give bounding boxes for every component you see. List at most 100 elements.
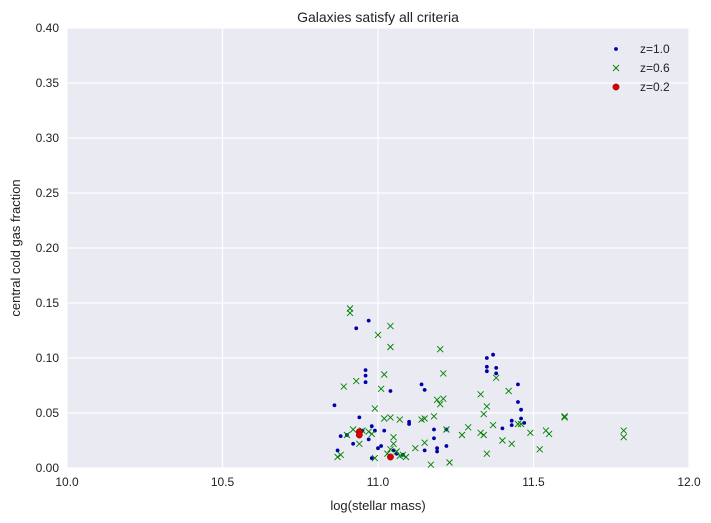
y-tick-label: 0.05	[36, 406, 60, 420]
y-tick-labels: 0.00 0.05 0.10 0.15 0.20 0.25 0.30 0.35 0.40	[36, 21, 60, 475]
point-series-1	[334, 453, 341, 461]
point-series-0	[435, 446, 439, 451]
point-series-1	[430, 412, 438, 420]
point-series-0	[509, 423, 514, 427]
x-axis-label: log(stellar mass)	[330, 498, 425, 513]
point-series-1	[387, 445, 394, 453]
point-series-1	[508, 440, 516, 448]
point-series-0	[357, 415, 362, 420]
point-series-1	[505, 387, 512, 395]
legend-marker	[614, 47, 618, 51]
point-series-2	[355, 431, 363, 439]
point-series-1	[483, 403, 491, 410]
point-series-1	[489, 421, 497, 429]
point-series-1	[527, 429, 534, 437]
point-series-1	[399, 451, 407, 459]
point-series-0	[363, 368, 368, 372]
x-tick-labels: 10.0 10.5 11.0 11.5 12.0	[55, 475, 701, 489]
point-series-1	[346, 309, 354, 317]
point-series-1	[374, 331, 382, 339]
point-series-1	[337, 451, 344, 459]
point-series-1	[561, 414, 568, 421]
point-series-1	[365, 428, 372, 436]
point-series-0	[363, 380, 368, 385]
point-series-1	[436, 345, 444, 353]
point-series-1	[433, 396, 441, 404]
point-series-0	[338, 434, 343, 438]
point-series-0	[491, 352, 495, 357]
point-series-0	[484, 369, 489, 374]
point-series-1	[421, 415, 428, 422]
point-series-0	[519, 416, 523, 421]
point-series-1	[436, 400, 444, 408]
x-tick-label: 11.5	[522, 475, 545, 489]
y-tick-label: 0.00	[36, 461, 60, 475]
point-series-0	[376, 446, 380, 451]
point-series-1	[387, 414, 394, 421]
point-series-1	[371, 454, 379, 462]
point-series-1	[477, 390, 484, 398]
point-series-1	[356, 440, 363, 448]
point-series-0	[432, 436, 436, 441]
y-tick-label: 0.20	[36, 241, 60, 255]
point-series-1	[477, 429, 484, 437]
point-series-1	[421, 439, 428, 447]
y-tick-label: 0.15	[36, 296, 60, 310]
point-series-1	[545, 430, 553, 438]
point-series-0	[494, 371, 499, 376]
point-series-0	[444, 444, 449, 448]
data-points	[332, 305, 628, 469]
point-series-0	[494, 366, 499, 370]
point-series-1	[396, 416, 404, 423]
point-series-0	[484, 364, 489, 369]
legend-marker	[612, 64, 620, 72]
y-tick-label: 0.30	[36, 131, 60, 145]
point-series-0	[379, 444, 384, 448]
point-series-1	[561, 412, 568, 420]
point-series-0	[500, 426, 505, 431]
point-series-1	[387, 343, 394, 351]
legend-label: z=0.2	[640, 80, 670, 94]
point-series-1	[343, 431, 351, 439]
point-series-0	[351, 441, 356, 446]
point-series-1	[390, 440, 397, 448]
point-series-0	[363, 373, 368, 378]
point-series-1	[377, 385, 385, 393]
point-series-1	[480, 410, 488, 418]
point-series-0	[519, 407, 523, 412]
point-series-0	[382, 428, 387, 433]
point-series-0	[369, 424, 374, 429]
point-series-1	[439, 370, 447, 377]
point-series-0	[432, 427, 436, 432]
x-tick-label: 12.0	[677, 475, 701, 489]
point-series-1	[464, 423, 472, 431]
point-series-1	[402, 453, 410, 461]
point-series-0	[422, 388, 427, 392]
y-tick-label: 0.35	[36, 76, 60, 90]
point-series-0	[522, 421, 527, 425]
x-tick-label: 11.0	[367, 475, 390, 489]
point-series-2	[387, 453, 394, 461]
point-series-0	[369, 456, 374, 460]
point-series-1	[387, 322, 394, 330]
point-series-0	[335, 448, 340, 453]
point-series-1	[371, 405, 379, 412]
point-series-0	[332, 403, 337, 408]
grid-lines	[66, 27, 690, 469]
point-series-0	[509, 418, 514, 423]
point-series-1	[620, 433, 628, 441]
point-series-0	[419, 382, 424, 387]
point-series-1	[517, 420, 525, 428]
point-series-1	[446, 459, 453, 466]
point-series-1	[368, 430, 376, 438]
x-tick-label: 10.0	[55, 475, 79, 489]
point-series-0	[354, 326, 359, 331]
point-series-1	[443, 426, 450, 433]
point-series-1	[492, 374, 500, 382]
point-series-0	[484, 356, 489, 360]
point-series-0	[366, 318, 371, 323]
point-series-1	[412, 444, 419, 452]
x-tick-label: 10.5	[211, 475, 235, 489]
point-series-0	[407, 422, 411, 426]
